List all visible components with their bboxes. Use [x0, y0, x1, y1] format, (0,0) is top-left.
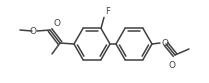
Text: O: O	[161, 39, 168, 47]
Text: O: O	[29, 26, 36, 36]
Text: O: O	[54, 19, 60, 28]
Text: O: O	[168, 61, 176, 70]
Text: F: F	[105, 7, 110, 16]
